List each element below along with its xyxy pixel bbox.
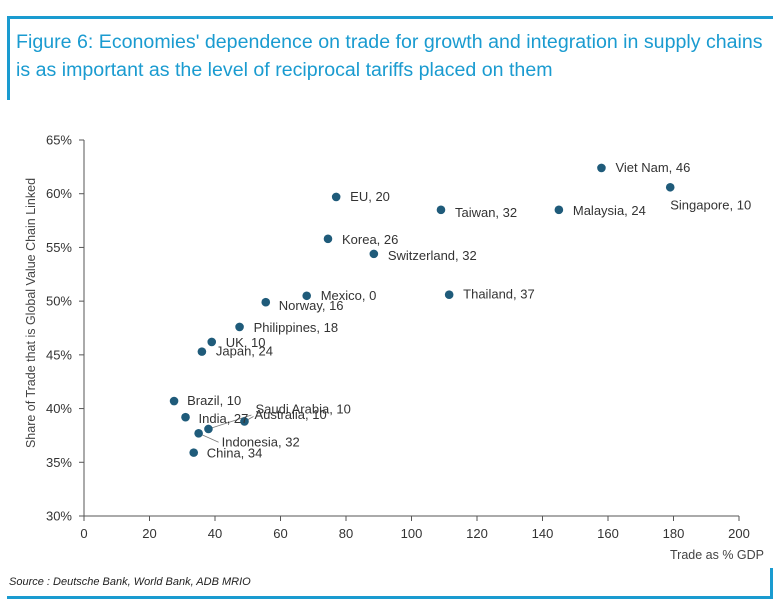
y-tick-label: 45% [46, 347, 72, 362]
data-point [444, 290, 454, 299]
data-point-label: EU, 20 [350, 189, 390, 204]
data-point-label: Indonesia, 32 [222, 434, 300, 449]
data-point-label: Singapore, 10 [670, 197, 751, 212]
data-point-label: UK, 10 [226, 335, 266, 350]
data-point [194, 428, 203, 438]
data-point [197, 347, 207, 356]
x-tick-label: 40 [208, 526, 222, 541]
top-rule [7, 16, 773, 19]
data-point-label: Korea, 26 [342, 232, 398, 247]
x-tick-label: 100 [401, 526, 423, 541]
data-point-label: Philippines, 18 [254, 320, 339, 335]
data-point [204, 424, 213, 434]
figure-title: Figure 6: Economies' dependence on trade… [16, 31, 763, 81]
data-point [665, 182, 675, 192]
data-point-label: Viet Nam, 46 [615, 160, 690, 175]
data-point [331, 192, 341, 202]
y-tick-label: 60% [46, 186, 72, 201]
points-layer [169, 163, 675, 457]
axes-layer: 30% 35% 40% 45% 50% 55% 60% 65% 0 20 40 60 80 100 120 1… [24, 133, 764, 563]
data-point [436, 205, 446, 215]
data-point-label: Japan, 24 [216, 344, 273, 359]
left-rule [7, 16, 10, 100]
x-tick-label: 20 [142, 526, 156, 541]
data-point-label: Taiwan, 32 [455, 205, 517, 220]
y-tick-label: 50% [46, 294, 72, 309]
y-tick-label: 65% [46, 133, 72, 148]
x-tick-label: 80 [339, 526, 353, 541]
data-point-label: Malaysia, 24 [573, 203, 646, 218]
data-point-label: Mexico, 0 [321, 288, 377, 303]
data-point [235, 322, 244, 332]
x-tick-label: 140 [532, 526, 554, 541]
right-rule [770, 568, 773, 599]
data-point [554, 205, 564, 215]
data-point [189, 448, 199, 457]
data-point [369, 249, 379, 259]
data-point [261, 297, 271, 307]
data-point-label: China, 34 [207, 446, 263, 461]
data-point [597, 163, 606, 173]
data-point-label: Thailand, 37 [463, 287, 535, 302]
bottom-rule [7, 596, 773, 599]
data-point [207, 337, 217, 347]
data-point [302, 291, 312, 301]
x-tick-label: 160 [597, 526, 619, 541]
x-tick-label: 60 [273, 526, 287, 541]
x-tick-label: 180 [663, 526, 685, 541]
data-point [323, 234, 333, 244]
x-tick-label: 200 [728, 526, 750, 541]
point-labels-layer: Viet Nam, 46 Singapore, 10 EU, 20 Taiwan, 3… [187, 160, 751, 461]
y-axis-title: Share of Trade that is Global Value Chai… [24, 178, 38, 448]
data-point-label: Brazil, 10 [187, 393, 241, 408]
y-tick-label: 30% [46, 509, 72, 524]
x-axis-title: Trade as % GDP [670, 548, 764, 562]
data-point [240, 417, 249, 426]
x-tick-label: 0 [80, 526, 87, 541]
data-point [169, 396, 179, 406]
y-tick-label: 40% [46, 401, 72, 416]
data-point [181, 412, 190, 422]
data-point-label: Saudi Arabia, 10 [255, 401, 350, 416]
y-tick-label: 35% [46, 455, 72, 470]
data-point-label: Norway, 16 [279, 298, 344, 313]
source-note: Source : Deutsche Bank, World Bank, ADB … [9, 576, 251, 588]
data-point-label: India, 27 [199, 411, 249, 426]
data-point-label: Australia, 10 [254, 407, 326, 422]
x-tick-label: 120 [466, 526, 488, 541]
y-tick-label: 55% [46, 240, 72, 255]
data-point-label: Switzerland, 32 [388, 248, 477, 263]
